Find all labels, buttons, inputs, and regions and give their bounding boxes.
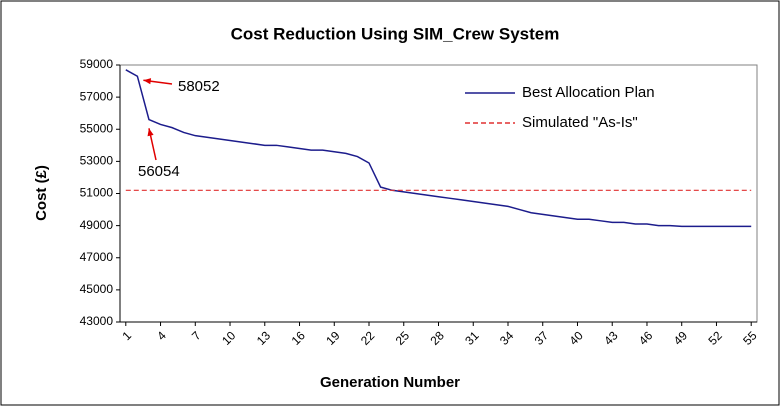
y-tick-label: 57000 (80, 89, 114, 103)
annotation-label: 58052 (178, 78, 220, 95)
legend-label: Simulated "As-Is" (522, 114, 638, 131)
y-tick-label: 51000 (80, 186, 114, 200)
y-tick-label: 49000 (80, 218, 114, 232)
x-axis-label: Generation Number (320, 374, 460, 391)
y-tick-label: 43000 (80, 314, 114, 328)
y-tick-label: 59000 (80, 57, 114, 71)
plot-area (119, 64, 758, 323)
annotation-label: 56054 (138, 163, 180, 180)
arrow-head (147, 128, 154, 137)
y-tick-label: 45000 (80, 282, 114, 296)
y-tick-label: 47000 (80, 250, 114, 264)
y-tick-label: 55000 (80, 121, 114, 135)
y-tick-label: 53000 (80, 154, 114, 168)
series-line (125, 69, 752, 228)
y-axis-label: Cost (£) (33, 165, 50, 221)
chart-title: Cost Reduction Using SIM_Crew System (231, 24, 560, 43)
arrow-head (143, 78, 152, 85)
legend-label: Best Allocation Plan (522, 84, 655, 101)
